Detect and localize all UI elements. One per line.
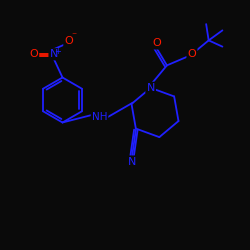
Text: N: N: [128, 156, 136, 166]
Text: N: N: [50, 49, 58, 59]
Text: N: N: [146, 83, 155, 93]
Text: +: +: [54, 47, 61, 56]
Text: O: O: [30, 49, 38, 59]
Text: O: O: [152, 38, 161, 48]
Text: O: O: [64, 36, 73, 46]
Text: NH: NH: [92, 112, 107, 122]
Text: ⁻: ⁻: [72, 31, 77, 41]
Text: O: O: [188, 49, 196, 59]
